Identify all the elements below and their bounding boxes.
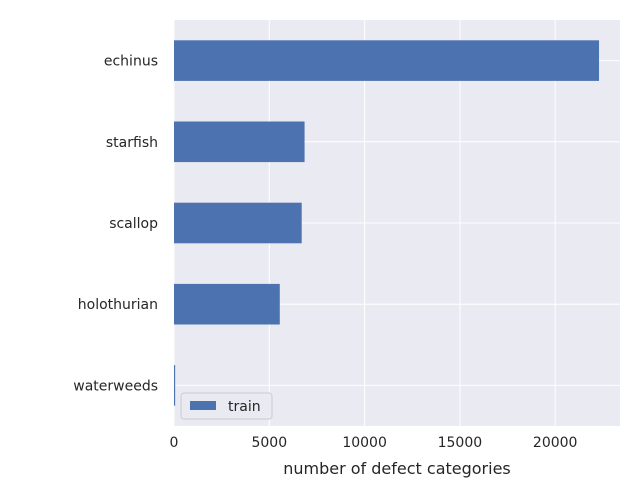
legend-label: train [228,399,261,415]
x-tick-label: 5000 [251,435,287,451]
x-tick-labels: 0 5000 10000 15000 20000 [170,435,578,451]
bars [174,40,600,406]
legend: train [180,392,273,420]
y-tick-label: scallop [109,216,158,232]
bar-waterweeds [174,365,176,406]
bar-scallop [174,202,302,244]
x-tick-label: 15000 [438,435,483,451]
x-axis-label: number of defect categories [283,459,511,478]
bar-starfish [174,121,305,163]
y-tick-label: waterweeds [73,378,158,394]
bar-holothurian [174,283,280,325]
y-tick-label: echinus [104,54,158,70]
x-tick-label: 10000 [342,435,387,451]
x-tick-label: 0 [170,435,179,451]
legend-swatch [190,401,216,410]
bar-echinus [174,40,600,81]
y-tick-label: starfish [106,135,158,151]
legend-box [180,392,273,420]
y-tick-labels: echinus starfish scallop holothurian waterwe… [73,54,158,395]
x-tick-label: 20000 [533,435,578,451]
y-tick-label: holothurian [78,297,158,313]
